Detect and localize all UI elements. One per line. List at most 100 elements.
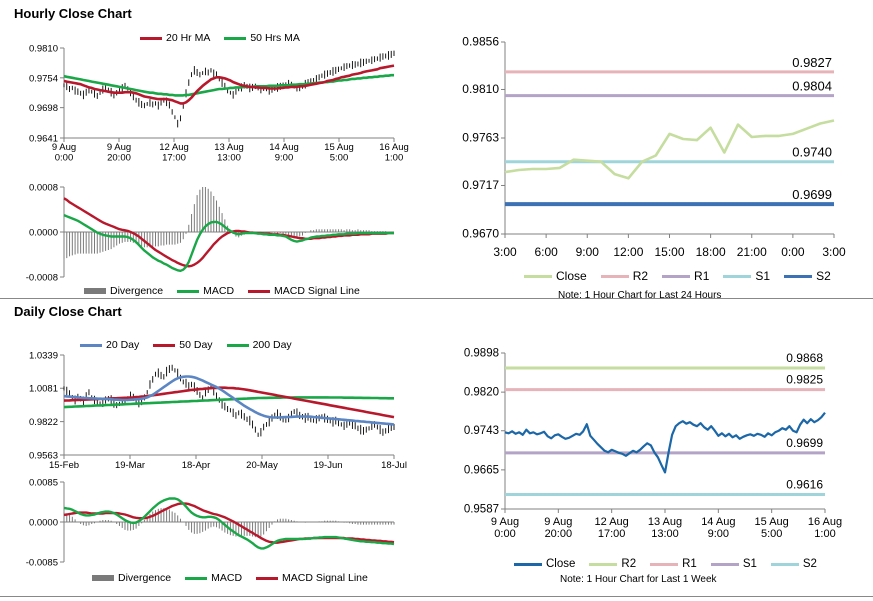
legend-item-50hrs-ma: 50 Hrs MA	[224, 32, 300, 44]
legend-label: Divergence	[110, 285, 164, 297]
section-divider	[0, 298, 873, 299]
daily-price-series-200-day	[63, 396, 394, 409]
daily-levels-x-tick-label: 15 Aug 5:00	[755, 516, 789, 540]
legend-item-divergence: Divergence	[84, 285, 163, 297]
daily-price-legend: 20 Day 50 Day 200 Day	[80, 339, 302, 351]
hourly-levels-x-tick-label: 6:00	[534, 245, 558, 259]
daily-price-x-tick-label: 18-Apr	[182, 460, 211, 471]
legend-item-50-day: 50 Day	[153, 339, 213, 351]
legend-swatch	[589, 562, 618, 566]
daily-levels-y-tick-label: 0.9820	[464, 387, 499, 399]
legend-item-divergence: Divergence	[92, 572, 171, 584]
hourly-price-y-tick-label: 0.9754	[29, 73, 58, 84]
hourly-levels-level-label-r2: 0.9827	[792, 55, 832, 70]
legend-swatch	[710, 562, 739, 566]
hourly-macd-y-tick-label: 0.0000	[29, 228, 58, 239]
daily-price-x-tick-label: 19-Mar	[115, 460, 145, 471]
legend-item-20hr-ma: 20 Hr MA	[140, 32, 210, 44]
legend-label: MACD Signal Line	[282, 572, 368, 584]
hourly-levels-x-tick-label: 12:00	[613, 245, 643, 259]
hourly-levels-level-label-s2: 0.9699	[792, 187, 832, 202]
legend-item-macd: MACD	[177, 285, 234, 297]
hourly-price-x-tick-label: 15 Aug 5:00	[324, 142, 354, 164]
legend-swatch	[770, 562, 799, 566]
legend-swatch	[177, 289, 200, 293]
hourly-macd-legend: Divergence MACD MACD Signal Line	[84, 285, 370, 297]
daily-price-series-50-day	[63, 386, 395, 419]
hourly-macd-y-tick-label: 0.0008	[29, 183, 58, 194]
legend-item-s1: S1	[710, 558, 757, 570]
legend-item-close: Close	[524, 269, 587, 283]
daily-macd-legend: Divergence MACD MACD Signal Line	[92, 572, 378, 584]
hourly-levels-y-tick-label: 0.9670	[462, 227, 499, 241]
hourly-levels-y-tick-label: 0.9856	[462, 35, 499, 49]
daily-macd-y-tick-label: 0.0000	[29, 518, 58, 529]
legend-label: S1	[742, 558, 757, 570]
legend-item-s1: S1	[723, 269, 770, 283]
legend-item-macd-signal: MACD Signal Line	[248, 285, 360, 297]
hourly-levels-y-tick-label: 0.9763	[462, 131, 499, 145]
hourly-levels-series-close	[504, 119, 835, 180]
legend-swatch	[524, 274, 552, 278]
legend-label: 50 Hrs MA	[250, 32, 300, 44]
daily-price-y-tick-label: 1.0081	[29, 384, 58, 395]
hourly-levels-y-tick-label: 0.9810	[462, 82, 499, 96]
legend-swatch	[784, 274, 813, 278]
legend-swatch	[185, 576, 208, 580]
legend-label: Close	[556, 269, 587, 283]
legend-swatch	[84, 288, 106, 294]
hourly-levels-note: Note: 1 Hour Chart for Last 24 Hours	[558, 290, 722, 301]
daily-price-x-tick-label: 18-Jul	[381, 460, 407, 471]
legend-item-macd: MACD	[185, 572, 242, 584]
legend-item-r1: R1	[662, 269, 709, 283]
legend-label: MACD Signal Line	[274, 285, 360, 297]
legend-swatch	[153, 343, 176, 347]
daily-levels-series-close	[504, 412, 826, 474]
legend-item-s2: S2	[770, 558, 817, 570]
legend-item-r2: R2	[589, 558, 636, 570]
hourly-levels-legend: Close R2 R1 S1 S2	[524, 269, 841, 283]
legend-item-close: Close	[514, 558, 575, 570]
hourly-levels-level-label-r1: 0.9804	[792, 79, 832, 94]
legend-label: R2	[621, 558, 637, 570]
daily-levels-y-tick-label: 0.9587	[464, 504, 499, 516]
hourly-section-title: Hourly Close Chart	[14, 6, 132, 21]
legend-label: MACD	[203, 285, 235, 297]
legend-swatch	[140, 36, 162, 40]
hourly-price-x-tick-label: 9 Aug 0:00	[52, 142, 76, 164]
daily-levels-level-label-s1: 0.9699	[786, 436, 823, 450]
daily-levels-legend: Close R2 R1 S1 S2	[514, 558, 827, 570]
daily-levels-level-label-r1: 0.9825	[786, 373, 823, 387]
daily-price-y-tick-label: 0.9563	[29, 451, 58, 462]
legend-label: S1	[755, 269, 771, 283]
hourly-levels-x-tick-label: 0:00	[781, 245, 805, 259]
hourly-price-x-tick-label: 16 Aug 1:00	[379, 142, 409, 164]
hourly-macd-series-macd-signal-line	[63, 197, 394, 268]
hourly-price-series-50-hrs-ma	[63, 73, 394, 97]
daily-levels-x-tick-label: 13 Aug 13:00	[648, 516, 682, 540]
hourly-price-y-tick-label: 0.9641	[29, 134, 58, 145]
hourly-price-series-20-hr-ma	[63, 64, 395, 105]
legend-label: R1	[694, 269, 710, 283]
daily-levels-x-tick-label: 14 Aug 9:00	[701, 516, 735, 540]
legend-swatch	[662, 274, 691, 278]
hourly-levels-x-tick-label: 3:00	[822, 245, 846, 259]
legend-label: 200 Day	[252, 339, 292, 351]
legend-label: 20 Hr MA	[166, 32, 211, 44]
daily-price-y-tick-label: 1.0339	[29, 351, 58, 362]
legend-swatch	[224, 36, 247, 40]
hourly-price-y-tick-label: 0.9698	[29, 103, 58, 114]
daily-levels-x-tick-label: 12 Aug 17:00	[595, 516, 629, 540]
legend-swatch	[248, 289, 271, 293]
daily-levels-level-label-r2: 0.9868	[786, 351, 823, 365]
legend-label: R1	[682, 558, 697, 570]
daily-levels-note: Note: 1 Hour Chart for Last 1 Week	[560, 574, 717, 585]
daily-macd-series-macd-signal-line	[63, 502, 395, 544]
bottom-divider	[0, 596, 873, 597]
legend-label: 20 Day	[106, 339, 140, 351]
hourly-price-x-tick-label: 12 Aug 17:00	[159, 142, 189, 164]
legend-swatch	[256, 576, 279, 580]
daily-levels-level-label-s2: 0.9616	[786, 477, 823, 491]
legend-label: S2	[802, 558, 817, 570]
